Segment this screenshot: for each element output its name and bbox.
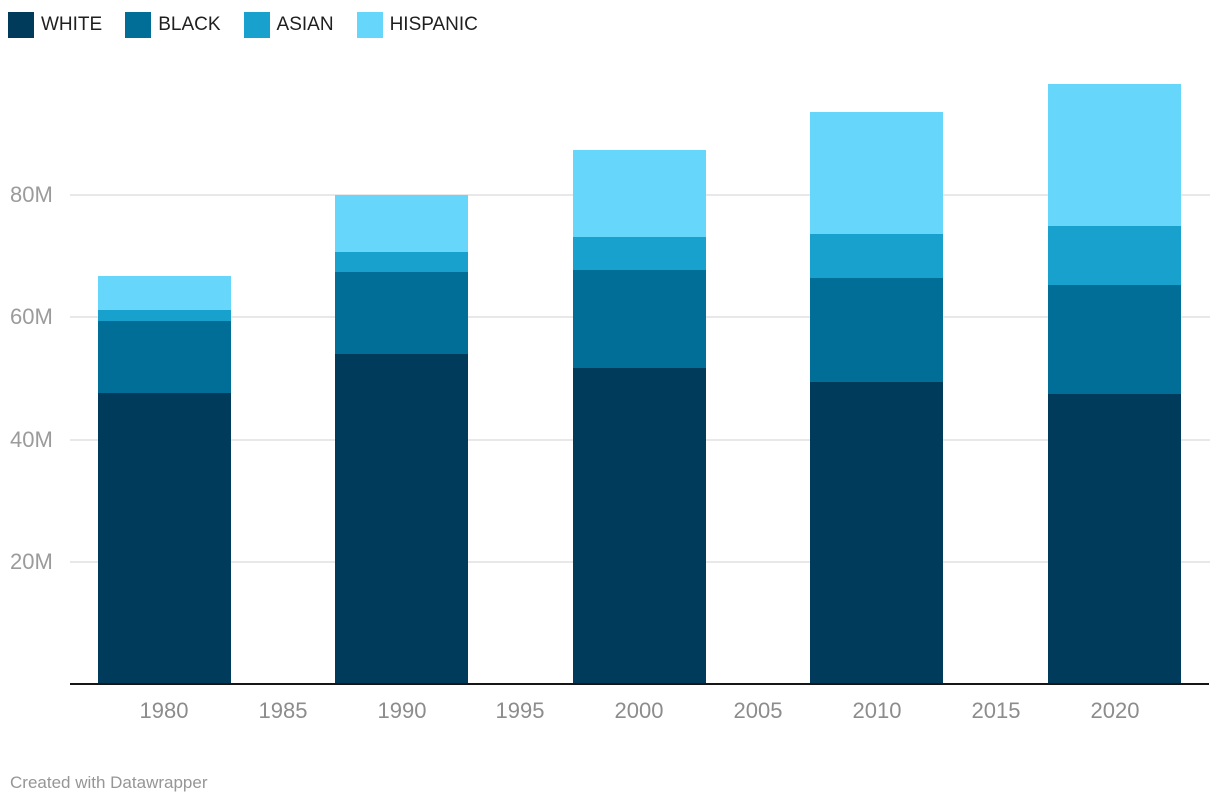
bar-segment-hispanic-2020[interactable]	[1048, 84, 1181, 226]
bar-segment-white-1990[interactable]	[335, 354, 468, 684]
bar-segment-hispanic-2010[interactable]	[810, 112, 943, 234]
bar-segment-black-2000[interactable]	[573, 270, 706, 368]
bar-segment-asian-1980[interactable]	[98, 310, 231, 321]
x-axis-tick-label-1995: 1995	[495, 698, 545, 723]
bar-segment-asian-2020[interactable]	[1048, 226, 1181, 285]
bar-segment-hispanic-1990[interactable]	[335, 195, 468, 252]
legend-swatch-asian	[243, 12, 270, 38]
bar-segment-white-2000[interactable]	[573, 368, 706, 684]
legend-item-black: BLACK	[125, 12, 221, 38]
y-axis-tick-label: 20M	[10, 549, 53, 574]
footer: Created with Datawrapper	[10, 772, 207, 794]
legend-label: WHITE	[41, 14, 103, 35]
x-axis-tick-label-1980: 1980	[139, 698, 189, 723]
bar-segment-hispanic-2000[interactable]	[573, 150, 706, 237]
x-axis-tick-label-2015: 2015	[971, 698, 1021, 723]
bar-segment-asian-2010[interactable]	[810, 234, 943, 278]
x-axis-line	[70, 683, 1209, 685]
legend-item-white: WHITE	[8, 12, 102, 38]
bar-segment-black-1990[interactable]	[335, 272, 468, 354]
bar-segment-asian-2000[interactable]	[573, 237, 706, 270]
y-axis-tick-label: 40M	[10, 427, 53, 452]
x-axis-tick-label-2010: 2010	[852, 698, 902, 723]
bar-segment-white-2010[interactable]	[810, 382, 943, 684]
x-axis-tick-label-1990: 1990	[377, 698, 427, 723]
legend-swatch-black	[125, 12, 152, 38]
datawrapper-credit-link[interactable]: Created with Datawrapper	[10, 773, 208, 792]
bar-segment-white-1980[interactable]	[98, 393, 231, 684]
legend: WHITE BLACK ASIAN HISPANIC	[8, 12, 501, 38]
x-axis-tick-label-2020: 2020	[1090, 698, 1140, 723]
bar-segment-white-2020[interactable]	[1048, 394, 1181, 684]
x-axis-tick-label-2005: 2005	[733, 698, 783, 723]
legend-label: ASIAN	[276, 14, 334, 35]
bar-segment-hispanic-1980[interactable]	[98, 276, 231, 310]
x-axis-tick-label-1985: 1985	[258, 698, 308, 723]
legend-item-asian: ASIAN	[243, 12, 334, 38]
legend-swatch-hispanic	[356, 12, 383, 38]
legend-label: HISPANIC	[389, 14, 478, 35]
legend-label: BLACK	[158, 14, 221, 35]
bar-segment-black-2010[interactable]	[810, 278, 943, 382]
y-axis-tick-label: 80M	[10, 182, 53, 207]
bar-segment-black-1980[interactable]	[98, 321, 231, 393]
y-axis-tick-label: 60M	[10, 304, 53, 329]
bar-segment-asian-1990[interactable]	[335, 252, 468, 272]
legend-swatch-white	[8, 12, 34, 38]
legend-item-hispanic: HISPANIC	[356, 12, 478, 38]
bar-segment-black-2020[interactable]	[1048, 285, 1181, 394]
x-axis-tick-label-2000: 2000	[614, 698, 664, 723]
